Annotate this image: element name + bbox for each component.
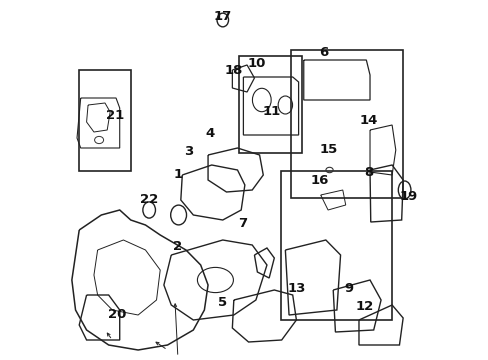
Text: 5: 5 [218, 296, 227, 309]
Bar [239, 56, 302, 153]
Text: 18: 18 [224, 64, 243, 77]
Bar [291, 50, 402, 198]
Text: 9: 9 [344, 282, 353, 294]
Text: 6: 6 [319, 46, 327, 59]
Text: 21: 21 [105, 109, 124, 122]
Text: 13: 13 [287, 282, 305, 294]
Text: 16: 16 [310, 174, 328, 186]
Text: 15: 15 [319, 143, 338, 156]
Bar [79, 70, 131, 171]
Text: 3: 3 [183, 145, 193, 158]
Text: 22: 22 [140, 193, 158, 206]
Text: 2: 2 [173, 240, 182, 253]
Text: 8: 8 [364, 166, 372, 179]
Text: 12: 12 [355, 300, 373, 312]
Text: 14: 14 [359, 114, 377, 127]
Text: 17: 17 [213, 10, 231, 23]
Text: 4: 4 [205, 127, 215, 140]
Bar [280, 171, 391, 320]
Text: 1: 1 [173, 168, 182, 181]
Text: 19: 19 [398, 190, 417, 203]
Text: 10: 10 [247, 57, 266, 69]
Text: 11: 11 [262, 105, 280, 118]
Text: 20: 20 [107, 309, 125, 321]
Text: 7: 7 [238, 217, 247, 230]
